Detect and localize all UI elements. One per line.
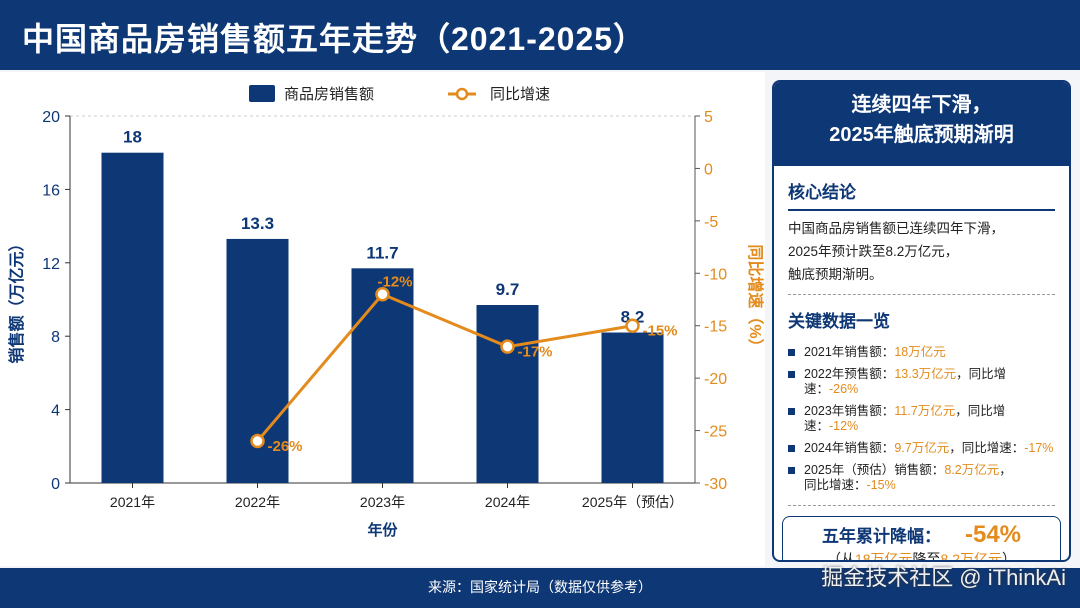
conclusion-heading: 核心结论 bbox=[788, 178, 1055, 211]
y2-tick-label: -25 bbox=[704, 424, 727, 441]
growth-point bbox=[500, 339, 515, 354]
item-label: 2021年销售额： bbox=[804, 345, 895, 359]
panel-title: 连续四年下滑， 2025年触底预期渐明 bbox=[774, 82, 1069, 166]
item-rate-label: ，同比增速： bbox=[804, 463, 1012, 492]
panel-title-line: 2025年触底预期渐明 bbox=[829, 124, 1014, 146]
y-axis-title: 销售额（万亿元） bbox=[7, 235, 26, 363]
source-footer: 来源：国家统计局（数据仅供参考） bbox=[0, 568, 1080, 608]
conclusion-line: 触底预期渐明。 bbox=[788, 267, 883, 282]
key-data-item: 2021年销售额：18万亿元 bbox=[788, 345, 1055, 360]
conclusion-text: 中国商品房销售额已连续四年下滑， 2025年预计跌至8.2万亿元， 触底预期渐明… bbox=[788, 217, 1055, 286]
legend-line-label: 同比增速 bbox=[490, 86, 550, 103]
divider bbox=[788, 505, 1055, 506]
y2-tick-label: -10 bbox=[704, 266, 727, 283]
divider bbox=[788, 294, 1055, 295]
summary-text: ） bbox=[1002, 551, 1017, 562]
key-data-item: 2025年（预估）销售额：8.2万亿元， 同比增速：-15% bbox=[788, 463, 1055, 493]
panel-title-line: 连续四年下滑， bbox=[851, 94, 992, 116]
y-tick-label: 8 bbox=[51, 329, 60, 346]
bar-label: 18 bbox=[123, 128, 142, 147]
growth-label: -12% bbox=[378, 273, 413, 290]
y-tick-label: 12 bbox=[42, 256, 60, 273]
bar-label: 11.7 bbox=[366, 243, 398, 262]
growth-label: -26% bbox=[268, 438, 303, 455]
summary-box: 五年累计降幅： -54% （从18万亿元降至8.2万亿元） bbox=[782, 516, 1061, 562]
item-value: 8.2万亿元 bbox=[944, 463, 1000, 477]
y2-tick-label: 5 bbox=[704, 109, 713, 126]
key-data-item: 2023年销售额：11.7万亿元，同比增速：-12% bbox=[788, 404, 1055, 434]
key-data-list: 2021年销售额：18万亿元 2022年预售额：13.3万亿元，同比增速：-26%… bbox=[788, 345, 1055, 493]
bar bbox=[476, 305, 539, 483]
y-tick-label: 16 bbox=[42, 182, 60, 199]
y2-tick-label: -20 bbox=[704, 371, 727, 388]
item-rate-label: ，同比增速： bbox=[949, 441, 1025, 455]
item-rate: -26% bbox=[829, 382, 859, 396]
y-tick-label: 20 bbox=[42, 109, 60, 126]
summary-to: 8.2万亿元 bbox=[940, 551, 1003, 562]
key-data-item: 2024年销售额：9.7万亿元，同比增速：-17% bbox=[788, 441, 1055, 456]
summary-label: 五年累计降幅： bbox=[821, 527, 941, 546]
item-rate: -12% bbox=[829, 419, 859, 433]
y2-tick-label: -30 bbox=[704, 476, 727, 493]
legend-bar-label: 商品房销售额 bbox=[284, 86, 374, 103]
combo-chart: 0 4 8 12 16 20 5 0 -5 -10 -15 -20 -25 -30 2021年 18 2022年… bbox=[7, 85, 765, 539]
key-data-heading: 关键数据一览 bbox=[788, 312, 890, 331]
legend-line-marker bbox=[455, 87, 469, 101]
item-rate: -15% bbox=[866, 478, 896, 492]
growth-point bbox=[250, 433, 265, 449]
summary-panel: 连续四年下滑， 2025年触底预期渐明 核心结论 中国商品房销售额已连续四年下滑… bbox=[772, 80, 1071, 562]
item-rate: -17% bbox=[1024, 441, 1054, 455]
watermark: 掘金技术社区 @ iThinkAi bbox=[821, 565, 1066, 590]
growth-label: -17% bbox=[518, 344, 553, 361]
x-tick-label: 2023年 bbox=[360, 494, 405, 510]
item-value: 18万亿元 bbox=[894, 345, 946, 359]
x-axis-title: 年份 bbox=[367, 521, 398, 539]
y-tick-label: 0 bbox=[51, 476, 60, 493]
growth-point bbox=[375, 287, 390, 302]
bar bbox=[101, 152, 164, 483]
x-tick-label: 2022年 bbox=[235, 494, 280, 510]
x-tick-label: 2025年（预估） bbox=[582, 494, 683, 510]
item-rate-label: ，同比增速： bbox=[804, 404, 1006, 433]
y-tick-label: 4 bbox=[51, 403, 60, 420]
x-tick-label: 2024年 bbox=[485, 494, 530, 510]
item-value: 11.7万亿元 bbox=[894, 404, 956, 418]
bar bbox=[601, 332, 664, 483]
y2-tick-label: -15 bbox=[704, 319, 727, 336]
item-label: 2025年（预估）销售额： bbox=[804, 463, 945, 477]
y2-tick-label: 0 bbox=[704, 161, 713, 178]
y2-tick-label: -5 bbox=[704, 214, 718, 231]
legend-bar-swatch bbox=[249, 85, 275, 102]
key-data-item: 2022年预售额：13.3万亿元，同比增速：-26% bbox=[788, 367, 1055, 397]
item-label: 2023年销售额： bbox=[804, 404, 895, 418]
item-label: 2022年预售额： bbox=[804, 367, 895, 381]
summary-text: 降至 bbox=[912, 551, 941, 562]
summary-text: （从 bbox=[826, 551, 855, 562]
growth-line bbox=[256, 292, 633, 443]
y2-axis-title: 同比增速（%） bbox=[746, 244, 765, 354]
item-rate-label: ，同比增速： bbox=[804, 367, 1007, 396]
chart-area: 0 4 8 12 16 20 5 0 -5 -10 -15 -20 -25 -30 2021年 18 2022年… bbox=[0, 72, 765, 566]
conclusion-line: 2025年预计跌至8.2万亿元， bbox=[788, 244, 959, 259]
bar-label: 9.7 bbox=[496, 280, 520, 299]
conclusion-line: 中国商品房销售额已连续四年下滑， bbox=[788, 221, 1004, 236]
item-label: 2024年销售额： bbox=[804, 441, 895, 455]
growth-label: -15% bbox=[643, 323, 678, 340]
summary-value: -54% bbox=[964, 521, 1022, 548]
growth-point bbox=[625, 318, 640, 333]
item-value: 13.3万亿元 bbox=[894, 367, 957, 381]
page-title: 中国商品房销售额五年走势（2021-2025） bbox=[0, 0, 1080, 70]
item-value: 9.7万亿元 bbox=[894, 441, 950, 455]
summary-from: 18万亿元 bbox=[854, 551, 913, 562]
bar-label: 13.3 bbox=[241, 214, 274, 233]
x-tick-label: 2021年 bbox=[110, 494, 155, 510]
